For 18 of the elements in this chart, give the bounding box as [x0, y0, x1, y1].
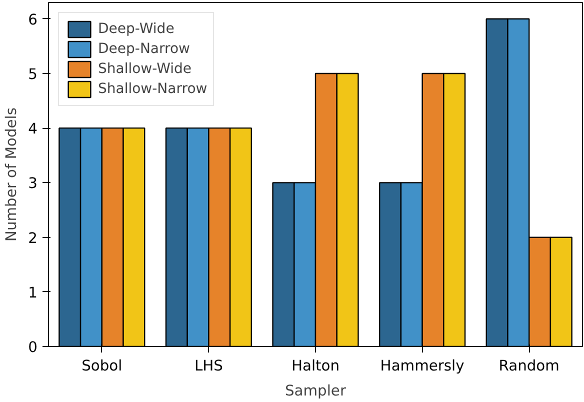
- x-tick-label: Hammersly: [380, 358, 465, 374]
- legend-label: Shallow-Narrow: [98, 81, 208, 97]
- legend-label: Deep-Narrow: [98, 41, 190, 57]
- y-tick-label: 4: [28, 120, 38, 138]
- y-tick-label: 5: [28, 66, 38, 83]
- y-tick-label: 0: [28, 339, 38, 356]
- x-tick-label: Random: [498, 358, 560, 374]
- y-tick-label: 6: [28, 11, 38, 28]
- y-tick-label: 3: [28, 175, 38, 192]
- legend-label: Deep-Wide: [98, 21, 174, 37]
- x-axis-title: Sampler: [285, 382, 347, 400]
- x-tick-label: Halton: [291, 358, 340, 374]
- y-tick-label: 2: [28, 230, 38, 247]
- x-tick-label: Sobol: [82, 358, 122, 374]
- y-axis-title: Number of Models: [3, 108, 20, 242]
- legend-label: Shallow-Wide: [98, 61, 192, 77]
- y-tick-label: 1: [28, 284, 38, 302]
- x-tick-label: LHS: [194, 358, 223, 374]
